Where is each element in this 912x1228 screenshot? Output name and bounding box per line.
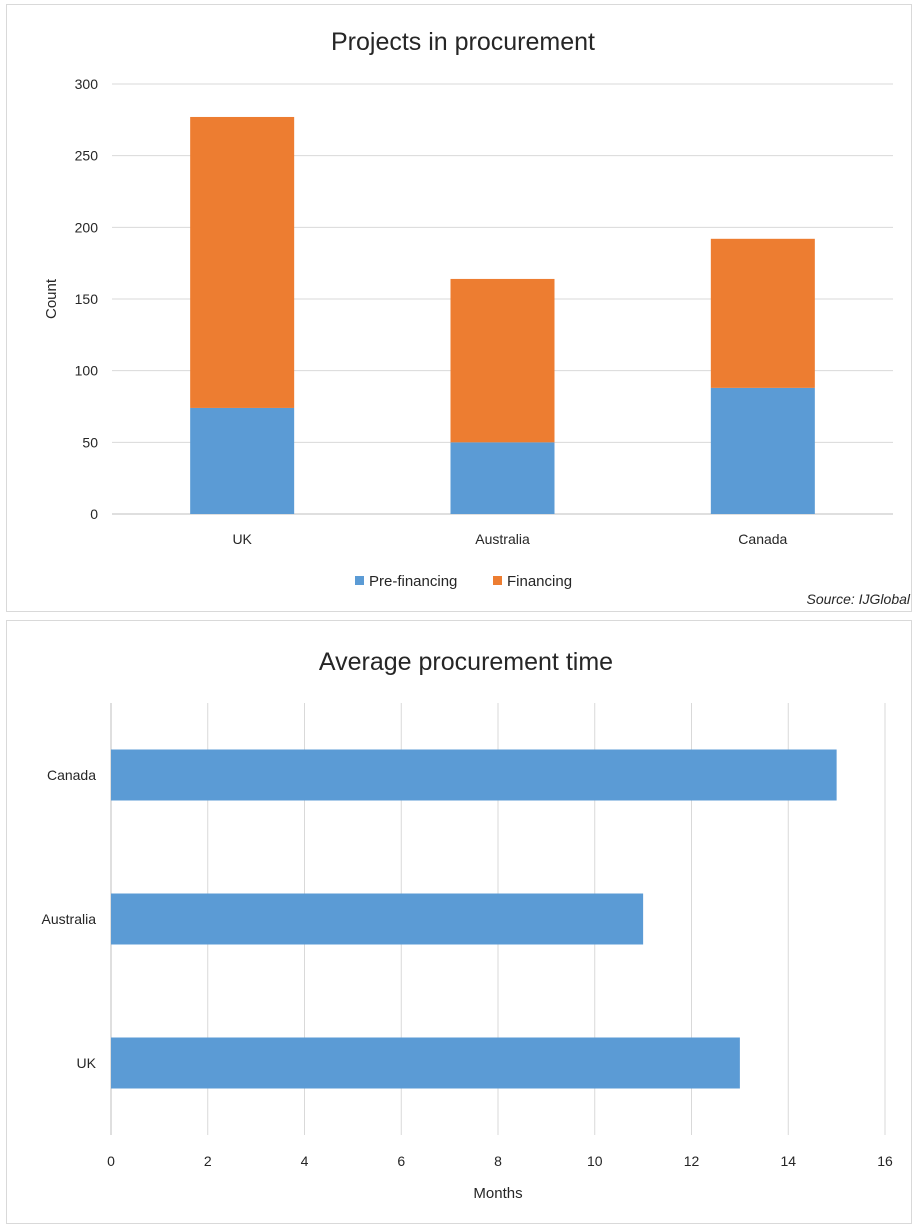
c1-y-tick-label: 250 (75, 148, 99, 164)
c1-axes: 0 50 100 150 200 250 300 UK Australia Canada (75, 76, 788, 547)
c1-legend-swatch (493, 576, 502, 585)
c2-x-tick-label: 16 (877, 1153, 893, 1169)
c2-bar (111, 749, 837, 801)
c2-x-tick-label: 4 (301, 1153, 309, 1169)
c2-x-tick-label: 14 (780, 1153, 796, 1169)
c1-bar-pre-financing (450, 442, 555, 514)
c1-x-tick-label: Australia (475, 531, 530, 547)
c1-y-tick-label: 50 (82, 434, 98, 450)
c2-y-tick-label: Australia (42, 911, 97, 927)
c2-x-tick-label: 10 (587, 1153, 603, 1169)
c2-x-tick-label: 0 (107, 1153, 115, 1169)
c1-bar-pre-financing (190, 407, 295, 514)
c1-y-axis-label: Count (43, 278, 60, 319)
c1-chart-title: Projects in procurement (331, 28, 595, 56)
c2-bar (111, 893, 644, 945)
c2-y-tick-label: UK (77, 1055, 97, 1071)
c2-axes: 0 2 4 6 8 10 12 14 16 UK Australia Canada (42, 767, 893, 1169)
c1-bar-financing (450, 278, 555, 443)
c1-legend-swatch (355, 576, 364, 585)
c2-y-tick-label: Canada (47, 767, 96, 783)
c1-y-tick-label: 0 (90, 506, 98, 522)
c1-legend-label: Pre-financing (369, 573, 457, 590)
c2-x-tick-label: 12 (684, 1153, 700, 1169)
projects-in-procurement-chart: 0 50 100 150 200 250 300 UK Australia Canada Proj… (43, 28, 911, 607)
c1-x-tick-label: Canada (738, 531, 787, 547)
c2-x-tick-label: 2 (204, 1153, 212, 1169)
c2-bars (111, 749, 837, 1089)
c2-x-tick-label: 6 (397, 1153, 405, 1169)
c1-x-tick-label: UK (232, 531, 252, 547)
c2-bar (111, 1037, 740, 1089)
c1-y-tick-label: 100 (75, 363, 99, 379)
c1-y-tick-label: 200 (75, 219, 99, 235)
c1-y-tick-label: 300 (75, 76, 99, 92)
c1-bar-pre-financing (710, 387, 815, 514)
c1-bar-financing (190, 116, 295, 408)
c2-x-tick-label: 8 (494, 1153, 502, 1169)
c1-source-note: Source: IJGlobal (807, 591, 911, 607)
c1-bars (190, 116, 815, 514)
c1-legend: Pre-financing Financing (355, 573, 572, 590)
c1-legend-label: Financing (507, 573, 572, 590)
c2-x-axis-label: Months (473, 1185, 522, 1202)
c2-chart-title: Average procurement time (319, 648, 613, 676)
c1-y-tick-label: 150 (75, 291, 99, 307)
average-procurement-time-chart: 0 2 4 6 8 10 12 14 16 UK Australia Canada Average p… (42, 648, 893, 1202)
c1-bar-financing (710, 238, 815, 388)
